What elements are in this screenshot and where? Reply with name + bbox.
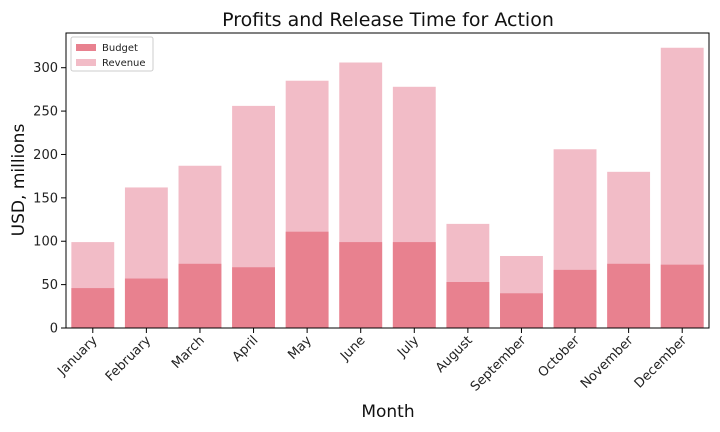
- budget-bar-april: [232, 267, 275, 328]
- x-tick-label: May: [285, 333, 315, 363]
- y-tick-label: 300: [33, 61, 58, 76]
- y-axis-label: USD, millions: [9, 124, 29, 237]
- budget-bar-september: [500, 293, 543, 328]
- budget-bar-october: [553, 269, 597, 328]
- budget-bar-december: [660, 264, 704, 328]
- budget-bar-august: [446, 282, 490, 328]
- budget-bar-february: [124, 278, 168, 328]
- y-tick-label: 50: [41, 278, 58, 293]
- chart-title: Profits and Release Time for Action: [222, 9, 554, 31]
- x-tick-label: July: [394, 333, 422, 361]
- legend-label-revenue: Revenue: [102, 58, 146, 69]
- x-tick-label: August: [433, 333, 476, 376]
- budget-bar-june: [339, 242, 383, 328]
- budget-bar-march: [178, 263, 222, 328]
- legend-swatch-revenue: [76, 59, 96, 66]
- budget-bar-july: [392, 242, 436, 328]
- y-axis: 0 50 100 150 200 250 300: [33, 61, 66, 337]
- budget-bar-may: [285, 231, 329, 328]
- y-tick-label: 0: [50, 322, 58, 337]
- x-axis: January February March April May June July Augu…: [54, 328, 690, 395]
- plot-frame: [65, 32, 710, 329]
- legend: Budget Revenue: [70, 36, 154, 72]
- x-tick-label: October: [535, 333, 583, 381]
- legend-label-budget: Budget: [102, 43, 138, 54]
- y-tick-label: 150: [33, 191, 58, 206]
- x-tick-label: January: [54, 333, 100, 379]
- legend-swatch-budget: [76, 44, 96, 51]
- x-tick-label: March: [169, 333, 208, 372]
- x-tick-label: September: [468, 333, 530, 395]
- budget-bar-january: [71, 288, 115, 328]
- x-tick-label: November: [578, 333, 637, 392]
- x-tick-label: December: [632, 333, 691, 392]
- y-tick-label: 250: [33, 105, 58, 120]
- x-tick-label: April: [230, 333, 262, 365]
- y-tick-label: 100: [33, 235, 58, 250]
- budget-bar-november: [607, 263, 651, 328]
- y-tick-label: 200: [33, 148, 58, 163]
- x-tick-label: June: [337, 333, 368, 364]
- x-axis-label: Month: [361, 402, 414, 422]
- x-tick-label: February: [103, 333, 155, 385]
- bar-layer: [71, 47, 704, 328]
